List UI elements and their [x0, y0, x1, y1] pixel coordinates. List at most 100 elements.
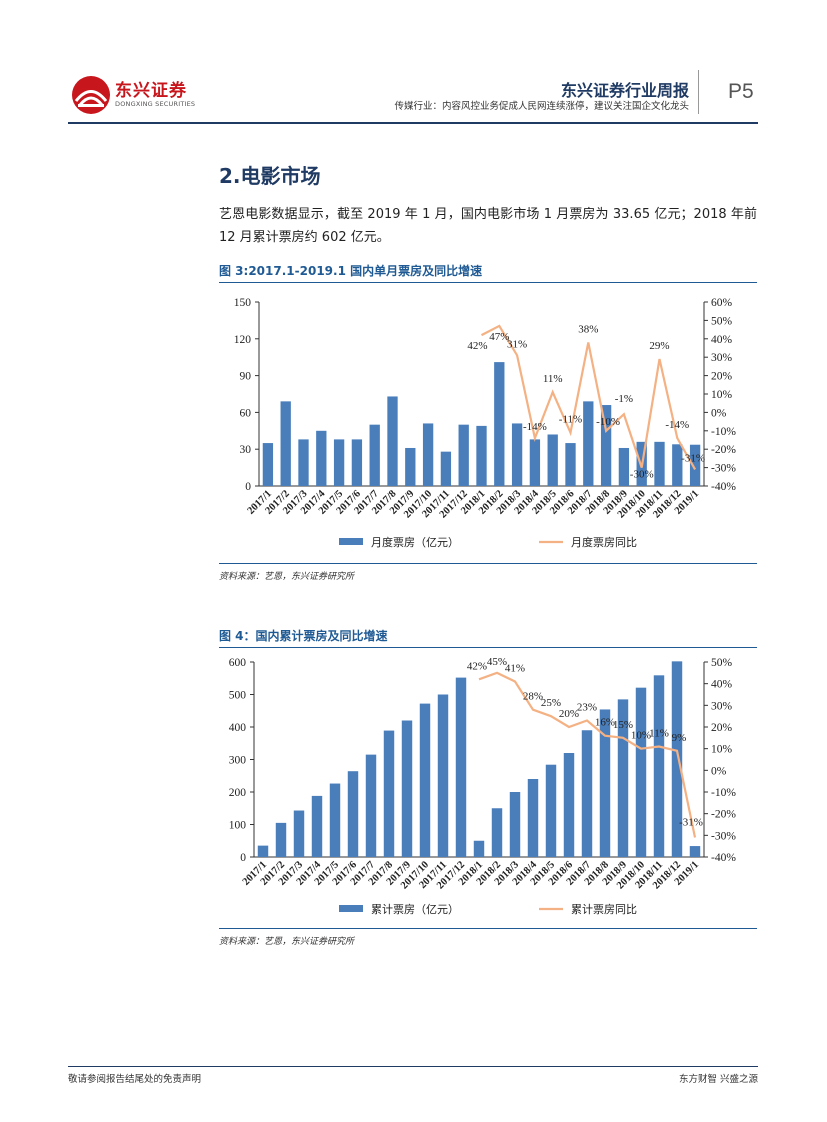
bar: [509, 792, 521, 857]
bar: [672, 444, 683, 486]
body-paragraph: 艺恩电影数据显示，截至 2019 年 1 月，国内电影市场 1 月票房为 33.…: [219, 207, 757, 245]
bar: [583, 401, 594, 486]
bar: [599, 709, 611, 857]
bar: [689, 444, 701, 486]
y-tick-label-right: -30%: [711, 463, 736, 475]
y-tick-label-left: 0: [245, 481, 251, 493]
y-tick-label-left: 120: [234, 334, 252, 346]
yoy-line: [478, 671, 697, 838]
y-tick-label-right: 30%: [711, 700, 733, 712]
bar: [387, 396, 398, 486]
report-name: 东兴证券行业周报: [560, 81, 689, 100]
figure-3-caption: 图 3:2017.1-2019.1 国内单月票房及同比增速: [219, 264, 483, 278]
data-label: 23%: [577, 702, 597, 714]
bar: [311, 795, 323, 857]
bar: [401, 720, 413, 857]
legend-label-line: 月度票房同比: [571, 535, 637, 549]
y-tick-label-left: 500: [229, 690, 247, 702]
page-number: P5: [728, 80, 754, 103]
yoy-line: [480, 324, 697, 470]
bar: [545, 764, 557, 857]
dongxing-logo-icon: [72, 76, 110, 114]
bar: [422, 423, 434, 486]
y-tick-label-right: 50%: [711, 315, 733, 327]
y-tick-label-right: 10%: [711, 389, 733, 401]
data-label: -31%: [679, 817, 703, 829]
bar: [671, 661, 683, 857]
bar: [440, 451, 452, 486]
bar: [473, 840, 485, 857]
footer-slogan: 东方财智 兴盛之源: [678, 1074, 758, 1085]
y-tick-label-right: 20%: [711, 371, 733, 383]
bar: [458, 424, 469, 486]
legend-label-bar: 月度票房（亿元）: [371, 535, 459, 549]
y-tick-label-left: 300: [229, 755, 247, 767]
y-tick-label-left: 150: [234, 297, 252, 309]
y-tick-label-left: 30: [240, 444, 252, 456]
bar: [581, 730, 593, 857]
bar: [298, 439, 309, 486]
data-label: 29%: [649, 340, 669, 352]
bar: [329, 783, 341, 857]
figure-4-source: 资料来源：艺恩，东兴证券研究所: [219, 937, 355, 947]
data-label: 9%: [672, 732, 687, 744]
bar: [293, 810, 305, 857]
section-title: 2.电影市场: [219, 164, 321, 188]
header-rule: [68, 122, 758, 124]
data-label: -14%: [523, 421, 547, 433]
bar: [476, 425, 487, 486]
bar: [405, 447, 416, 486]
header-separator: [698, 70, 699, 114]
bar: [547, 434, 558, 486]
figure-3-source: 资料来源：艺恩，东兴证券研究所: [219, 572, 355, 582]
bar: [275, 822, 287, 857]
y-tick-label-right: 50%: [711, 657, 733, 669]
bar: [262, 443, 274, 486]
bar: [383, 730, 395, 857]
bar: [369, 424, 380, 486]
bar: [419, 703, 431, 857]
figure-4-caption: 图 4：国内累计票房及同比增速: [219, 629, 388, 643]
bar: [365, 754, 377, 857]
bar: [280, 401, 291, 486]
bar: [563, 753, 575, 857]
data-label: 25%: [541, 697, 561, 709]
bar: [565, 443, 576, 486]
data-label: 20%: [559, 708, 579, 720]
legend-label-line: 累计票房同比: [571, 903, 637, 916]
data-label: 28%: [523, 691, 543, 703]
y-tick-label-right: -30%: [711, 830, 736, 842]
y-tick-label-right: 0%: [711, 407, 727, 419]
y-tick-label-right: 40%: [711, 334, 733, 346]
y-tick-label-right: 30%: [711, 352, 733, 364]
data-label: 11%: [649, 728, 669, 740]
y-tick-label-right: 60%: [711, 297, 733, 309]
y-tick-label-left: 0: [240, 852, 246, 864]
data-label: -30%: [630, 469, 654, 481]
bar: [527, 779, 539, 857]
bar: [654, 441, 665, 486]
y-tick-label-left: 400: [229, 722, 247, 734]
y-tick-label-left: 100: [229, 820, 247, 832]
bar: [617, 699, 629, 857]
data-label: -1%: [615, 393, 633, 405]
figure-3-bottom-rule: [219, 563, 757, 564]
bar: [491, 808, 503, 857]
data-label: 16%: [595, 717, 615, 729]
report-subtitle: 传媒行业：内容风控业务促成人民网连续涨停，建议关注国企文化龙头: [394, 101, 689, 112]
data-label: 41%: [505, 663, 525, 675]
y-tick-label-right: -20%: [711, 444, 736, 456]
bar: [618, 447, 630, 486]
y-tick-label-right: 20%: [711, 722, 733, 734]
data-label: 42%: [467, 340, 487, 352]
data-label: 47%: [489, 331, 509, 343]
data-label: 45%: [487, 656, 507, 668]
y-tick-label-left: 200: [229, 787, 247, 799]
data-label: 42%: [467, 660, 487, 672]
brand-name-en: DONGXING SECURITIES: [115, 100, 196, 108]
legend-swatch-bar: [339, 905, 363, 912]
bar: [437, 694, 449, 857]
figure-4-rule: [219, 647, 757, 648]
data-label: 15%: [613, 719, 633, 731]
data-label: -10%: [596, 416, 620, 428]
